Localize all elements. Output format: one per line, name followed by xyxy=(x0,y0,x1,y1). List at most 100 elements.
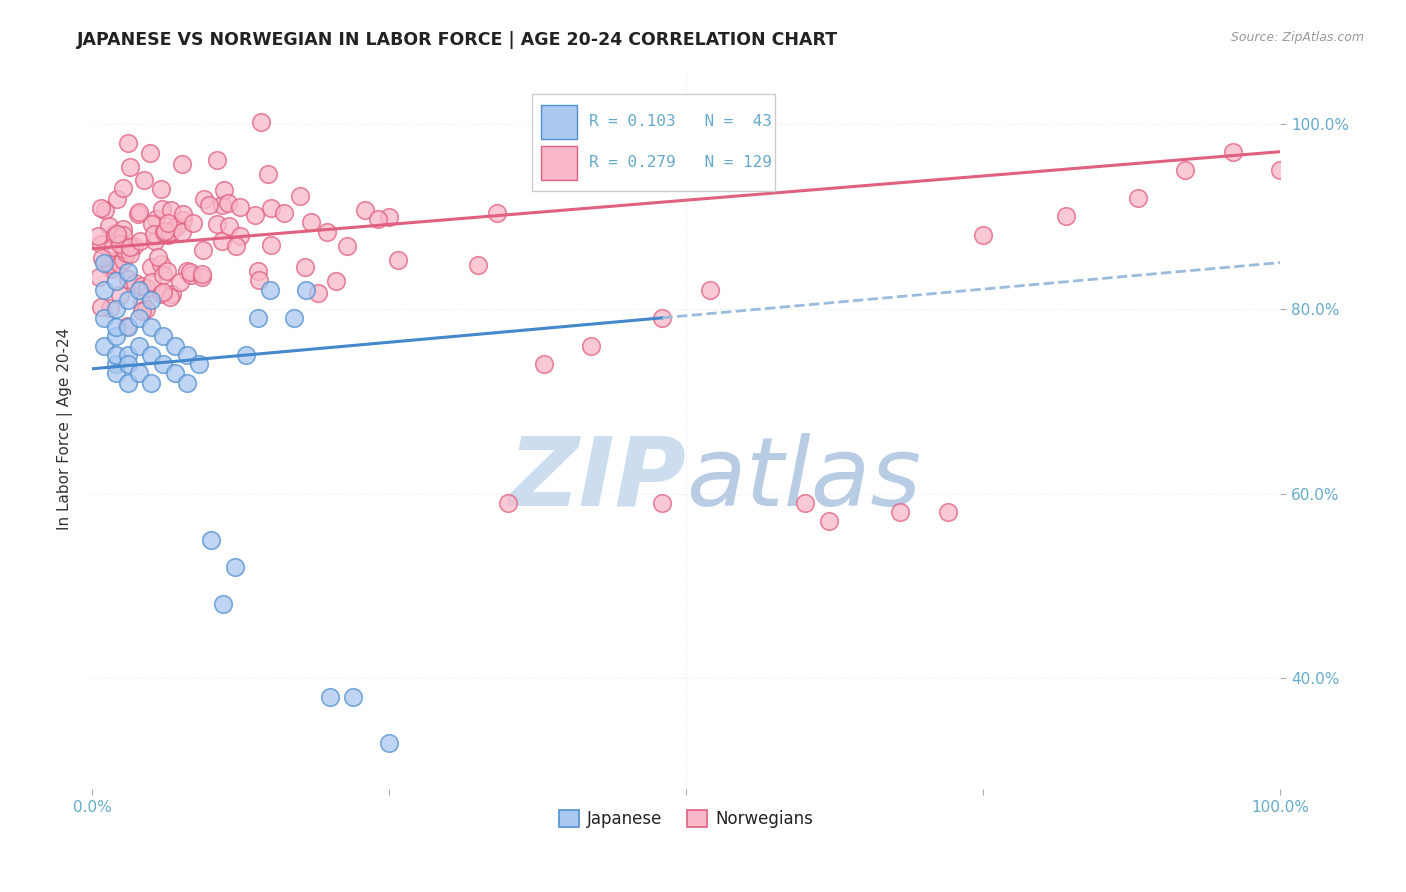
Point xyxy=(191,267,214,281)
Point xyxy=(87,270,110,285)
Point xyxy=(111,253,134,268)
FancyBboxPatch shape xyxy=(531,94,775,191)
FancyBboxPatch shape xyxy=(541,104,576,139)
Point xyxy=(160,223,183,237)
Point xyxy=(141,217,163,231)
Text: JAPANESE VS NORWEGIAN IN LABOR FORCE | AGE 20-24 CORRELATION CHART: JAPANESE VS NORWEGIAN IN LABOR FORCE | A… xyxy=(77,31,838,49)
Point xyxy=(128,205,150,219)
Point xyxy=(104,320,127,334)
Point xyxy=(165,367,187,381)
Point xyxy=(117,293,139,307)
Point xyxy=(1222,145,1244,159)
Point xyxy=(97,257,120,271)
Point xyxy=(117,320,139,334)
Point xyxy=(141,260,163,275)
Point xyxy=(143,234,166,248)
Point xyxy=(104,226,127,240)
Point xyxy=(191,243,214,257)
Point xyxy=(93,310,115,325)
Point xyxy=(207,217,229,231)
Point xyxy=(211,198,233,212)
Point xyxy=(273,206,295,220)
Point xyxy=(294,260,316,274)
Point xyxy=(889,505,911,519)
Point xyxy=(156,216,179,230)
Point xyxy=(141,293,163,307)
Point xyxy=(235,348,257,362)
Point xyxy=(100,262,122,277)
Point xyxy=(212,183,235,197)
Point xyxy=(141,376,163,390)
Point xyxy=(90,236,112,251)
Point xyxy=(180,268,202,282)
Point xyxy=(288,189,311,203)
Point xyxy=(117,376,139,390)
Point xyxy=(112,242,135,256)
Point xyxy=(243,208,266,222)
Point xyxy=(217,196,239,211)
Point xyxy=(247,272,270,286)
Point xyxy=(165,339,187,353)
Point xyxy=(496,496,519,510)
Point xyxy=(156,227,179,242)
Point xyxy=(533,357,555,371)
Point xyxy=(169,275,191,289)
Point xyxy=(179,265,201,279)
Point xyxy=(172,225,194,239)
Point xyxy=(651,310,673,325)
Point xyxy=(145,212,167,227)
Point xyxy=(170,157,193,171)
Point xyxy=(117,348,139,362)
Point xyxy=(318,690,340,704)
Point xyxy=(283,310,305,325)
Point xyxy=(103,253,125,268)
Point xyxy=(90,300,112,314)
Point xyxy=(132,173,155,187)
Point xyxy=(115,318,138,333)
Point xyxy=(111,181,134,195)
Point xyxy=(97,219,120,233)
Point xyxy=(93,283,115,297)
Point xyxy=(129,234,152,248)
Point xyxy=(250,115,273,129)
Point xyxy=(108,257,131,271)
Point xyxy=(187,357,209,371)
Point xyxy=(128,367,150,381)
Point xyxy=(111,228,134,243)
Point xyxy=(155,264,177,278)
Point xyxy=(120,160,142,174)
Point xyxy=(307,286,329,301)
Point xyxy=(131,278,153,293)
Point xyxy=(191,269,214,284)
Point xyxy=(105,227,128,241)
Point xyxy=(699,283,721,297)
Point xyxy=(104,274,127,288)
Point xyxy=(141,348,163,362)
Point xyxy=(579,339,602,353)
Point xyxy=(387,253,409,268)
Point xyxy=(229,229,252,244)
Point xyxy=(142,227,165,242)
Point xyxy=(259,283,281,297)
Point xyxy=(165,220,187,235)
Point xyxy=(152,357,174,371)
Point xyxy=(172,212,194,227)
Point xyxy=(162,286,184,301)
Point xyxy=(817,514,839,528)
Point xyxy=(101,240,124,254)
Text: ZIP: ZIP xyxy=(509,433,686,525)
Point xyxy=(128,310,150,325)
Point xyxy=(150,257,173,271)
Point xyxy=(128,283,150,297)
Point xyxy=(104,329,127,343)
Point xyxy=(172,207,194,221)
Point xyxy=(120,240,142,254)
Point xyxy=(1270,163,1292,178)
Point xyxy=(247,310,270,325)
Point xyxy=(110,236,132,251)
Text: atlas: atlas xyxy=(686,433,921,525)
Point xyxy=(100,301,122,315)
Point xyxy=(972,227,994,242)
Point xyxy=(152,285,174,300)
Point xyxy=(260,238,283,252)
